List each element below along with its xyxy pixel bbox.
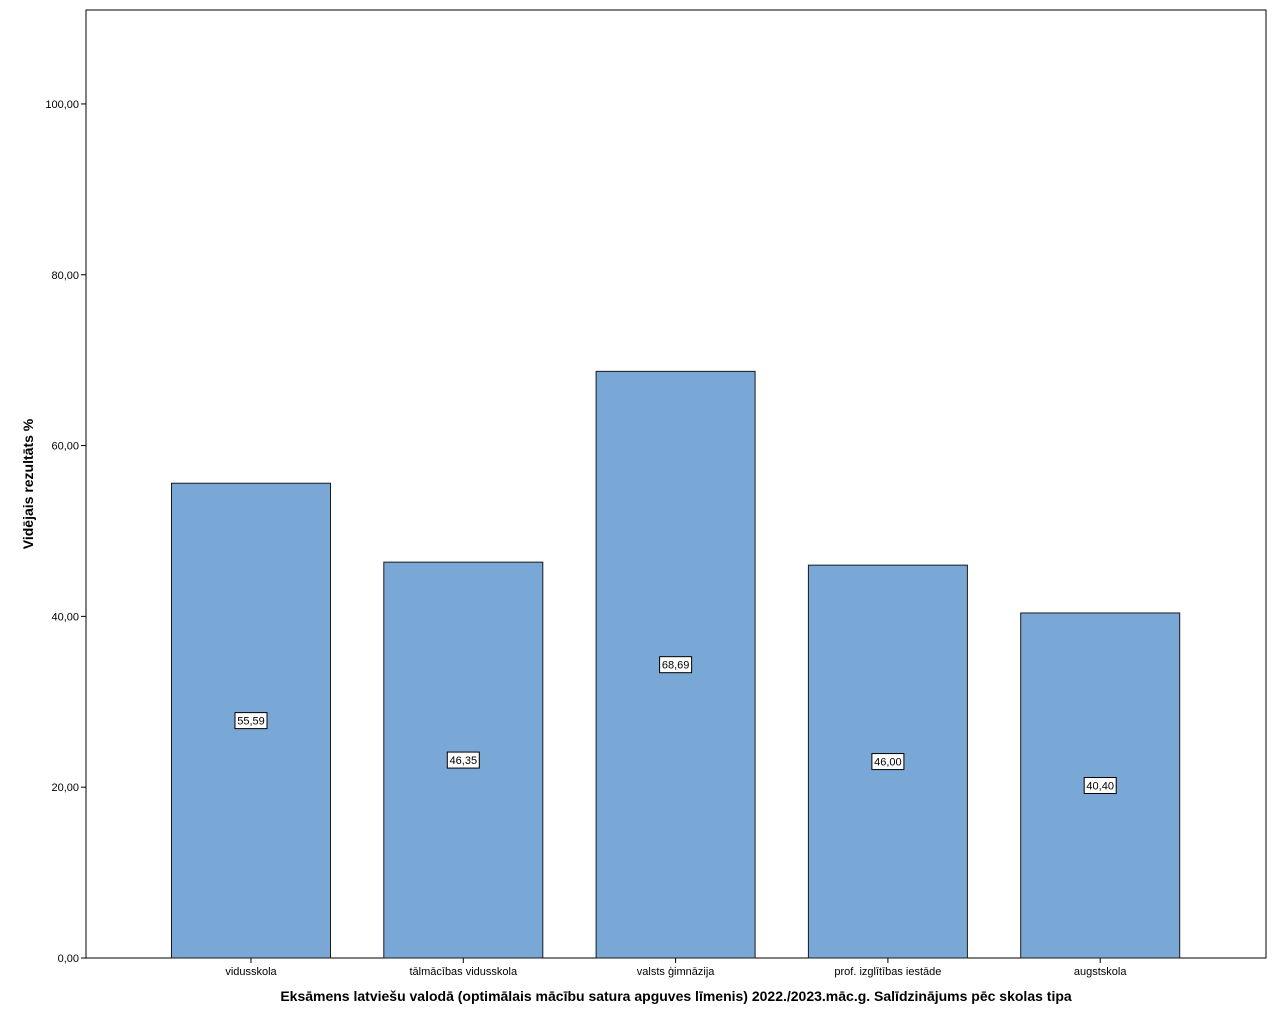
y-tick-label: 60,00 <box>51 441 79 453</box>
data-label: 46,35 <box>450 755 478 767</box>
data-label: 40,40 <box>1086 780 1114 792</box>
x-axis-title: Eksāmens latviešu valodā (optimālais māc… <box>280 988 1072 1004</box>
y-tick-label: 40,00 <box>51 611 79 623</box>
x-axis: vidusskola tālmācības vidusskola valsts ģi… <box>225 958 1127 978</box>
y-axis: 0,00 20,00 40,00 60,00 80,00 100,00 <box>45 99 86 965</box>
y-tick-label: 80,00 <box>51 270 79 282</box>
x-tick-label: prof. izglītības iestāde <box>834 966 941 978</box>
y-tick-label: 0,00 <box>58 953 79 965</box>
y-axis-title: Vidējais rezultāts % <box>20 418 36 549</box>
data-label: 55,59 <box>237 716 265 728</box>
data-label-box <box>446 751 480 769</box>
data-label-box <box>234 712 268 730</box>
x-tick-label: vidusskola <box>225 966 277 978</box>
x-tick-label: tālmācības vidusskola <box>409 966 517 978</box>
data-label-box <box>871 753 905 771</box>
x-tick-label: augstskola <box>1074 966 1127 978</box>
bars-group: 55,59 46,35 68,69 46,00 40,40 <box>171 370 1181 959</box>
data-label: 68,69 <box>662 660 690 672</box>
x-tick-label: valsts ģimnāzija <box>637 965 716 978</box>
data-label: 46,00 <box>874 757 902 769</box>
y-tick-label: 100,00 <box>45 99 79 111</box>
y-tick-label: 20,00 <box>51 782 79 794</box>
data-label-box <box>659 656 693 674</box>
data-label-box <box>1083 776 1117 794</box>
